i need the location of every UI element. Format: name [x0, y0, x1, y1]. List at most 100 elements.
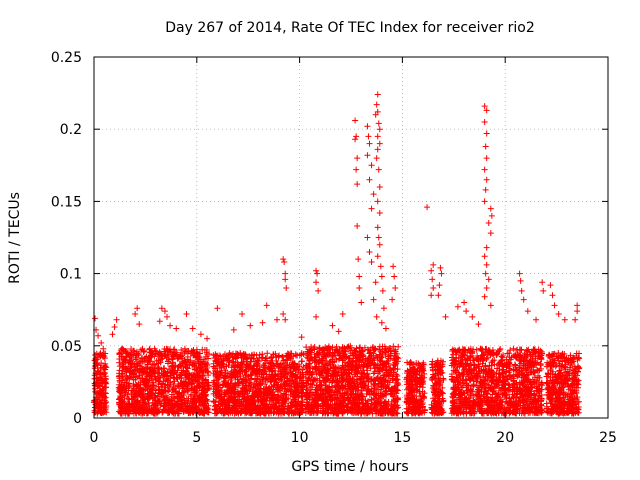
- data-point: [161, 348, 168, 355]
- data-point: [169, 386, 176, 393]
- data-point: [132, 376, 139, 383]
- data-point: [141, 380, 148, 387]
- data-point: [160, 370, 167, 377]
- data-point: [120, 363, 127, 370]
- data-point: [406, 360, 413, 367]
- data-point: [183, 374, 190, 381]
- data-point: [164, 382, 171, 389]
- data-point: [96, 388, 103, 395]
- data-point: [130, 347, 137, 354]
- data-point: [100, 386, 107, 393]
- data-point: [126, 396, 133, 403]
- data-point: [205, 372, 212, 379]
- data-point: [189, 371, 196, 378]
- data-point: [139, 368, 146, 375]
- data-point: [162, 352, 169, 359]
- data-point: [171, 378, 178, 385]
- data-point: [184, 365, 191, 372]
- data-point: [195, 408, 202, 415]
- data-point: [202, 376, 209, 383]
- data-point: [147, 358, 154, 365]
- data-point: [97, 389, 104, 396]
- data-point: [155, 350, 162, 357]
- data-point: [199, 372, 206, 379]
- data-point: [299, 358, 306, 365]
- data-point: [196, 359, 203, 366]
- data-point: [96, 371, 103, 378]
- data-point: [91, 382, 98, 389]
- data-point: [117, 407, 124, 414]
- data-point: [102, 378, 109, 385]
- data-point: [164, 388, 171, 395]
- data-point: [146, 346, 153, 353]
- data-point: [170, 381, 177, 388]
- data-point: [136, 372, 143, 379]
- data-point: [264, 350, 271, 357]
- data-point: [101, 353, 108, 360]
- data-point: [91, 407, 98, 414]
- data-point: [154, 393, 161, 400]
- data-point: [119, 345, 126, 352]
- data-point: [151, 360, 158, 367]
- data-point: [149, 370, 156, 377]
- data-point: [163, 394, 170, 401]
- data-point: [507, 347, 514, 354]
- data-point: [187, 357, 194, 364]
- data-point: [203, 346, 210, 353]
- data-point: [194, 356, 201, 363]
- data-point: [140, 394, 147, 401]
- data-point: [97, 410, 104, 417]
- data-point: [137, 403, 144, 410]
- data-point: [97, 400, 104, 407]
- data-point: [125, 395, 132, 402]
- data-point: [128, 370, 135, 377]
- data-point: [102, 360, 109, 367]
- data-point: [159, 409, 166, 416]
- data-point: [101, 408, 108, 415]
- data-point: [201, 356, 208, 363]
- data-point: [194, 392, 201, 399]
- data-point: [148, 364, 155, 371]
- data-point: [98, 365, 105, 372]
- data-point: [169, 367, 176, 374]
- data-point: [129, 374, 136, 381]
- data-point: [168, 391, 175, 398]
- data-point: [94, 379, 101, 386]
- data-point: [175, 382, 182, 389]
- data-point: [150, 379, 157, 386]
- data-point: [138, 367, 145, 374]
- data-point: [200, 401, 207, 408]
- data-point: [190, 410, 197, 417]
- data-point: [93, 375, 100, 382]
- data-point: [98, 360, 105, 367]
- data-point: [119, 371, 126, 378]
- data-point: [96, 351, 103, 358]
- data-point: [129, 404, 136, 411]
- data-point: [100, 403, 107, 410]
- data-point: [188, 391, 195, 398]
- data-point: [196, 367, 203, 374]
- data-point: [175, 355, 182, 362]
- data-point: [364, 370, 371, 377]
- data-point: [95, 405, 102, 412]
- data-point: [145, 381, 152, 388]
- data-point: [177, 362, 184, 369]
- data-point: [136, 362, 143, 369]
- data-point: [202, 359, 209, 366]
- data-point: [133, 407, 140, 414]
- data-point: [184, 386, 191, 393]
- data-point: [125, 380, 132, 387]
- data-point: [116, 359, 123, 366]
- data-point: [100, 354, 107, 361]
- data-point: [126, 364, 133, 371]
- data-point: [165, 400, 172, 407]
- data-point: [205, 355, 212, 362]
- data-point: [189, 398, 196, 405]
- data-point: [174, 355, 181, 362]
- data-point: [178, 389, 185, 396]
- data-point: [170, 405, 177, 412]
- data-point: [140, 348, 147, 355]
- data-point: [204, 368, 211, 375]
- data-point: [149, 385, 156, 392]
